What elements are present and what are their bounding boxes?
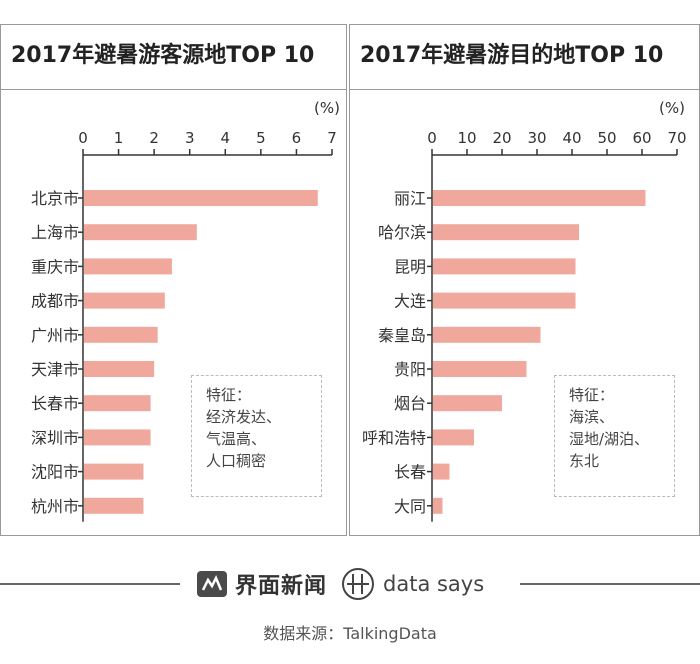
destination-note-line: 湿地/湖泊、	[569, 430, 650, 448]
category-label: 杭州市	[31, 497, 79, 516]
source-chart-panel: 2017年避暑游客源地TOP 10 (%) 0 1 2 3 4 5 6 7 北京市上海市重庆市成都…	[0, 24, 347, 536]
unit-label: (%)	[659, 99, 685, 117]
tick-label: 70	[667, 129, 686, 147]
category-label: 深圳市	[31, 428, 79, 447]
category-label: 北京市	[31, 189, 79, 208]
source-note-line: 气温高、	[206, 430, 267, 448]
category-label: 天津市	[31, 360, 79, 379]
datasays-name: data says	[383, 572, 485, 596]
destination-chart-panel: 2017年避暑游目的地TOP 10 (%) 0 10 20 30 40 50 60 70 丽江哈尔…	[349, 24, 700, 536]
category-label: 长春	[394, 463, 426, 482]
bar	[433, 190, 646, 206]
destination-chart: (%) 0 10 20 30 40 50 60 70 丽江哈尔滨昆明大连秦皇岛贵阳烟台呼和浩特长春…	[362, 99, 687, 522]
tick-label: 5	[256, 129, 266, 147]
bar	[433, 258, 576, 275]
category-label: 广州市	[31, 326, 79, 345]
source-note-line: 特征：	[206, 386, 252, 404]
bar	[84, 190, 318, 206]
tick-label: 0	[78, 129, 88, 147]
category-label: 沈阳市	[31, 463, 79, 482]
source-note-line: 经济发达、	[206, 408, 282, 426]
footer-divider-right	[520, 583, 700, 585]
bar	[433, 326, 541, 343]
data-source: 数据来源：TalkingData	[263, 624, 437, 643]
bar	[84, 326, 158, 343]
tick-label: 7	[327, 129, 337, 147]
unit-label: (%)	[314, 99, 340, 117]
destination-chart-title: 2017年避暑游目的地TOP 10	[350, 25, 699, 90]
category-label: 贵阳	[394, 360, 426, 379]
bar	[84, 292, 165, 309]
tick-label: 40	[562, 129, 581, 147]
bar	[84, 429, 151, 446]
bar	[84, 395, 151, 412]
category-label: 长春市	[31, 394, 79, 413]
bar	[84, 463, 144, 480]
brand-name: 界面新闻	[235, 574, 328, 599]
tick-label: 0	[427, 129, 437, 147]
category-label: 成都市	[31, 292, 79, 311]
tick-label: 50	[597, 129, 616, 147]
datasays-logo-icon	[342, 568, 375, 600]
bar	[84, 361, 155, 377]
destination-note-line: 东北	[569, 452, 600, 470]
tick-label: 60	[632, 129, 651, 147]
footer-divider-left	[0, 583, 180, 585]
bar	[84, 258, 172, 275]
source-note-line: 人口稠密	[206, 452, 267, 470]
bar	[433, 429, 474, 446]
category-label: 呼和浩特	[362, 428, 426, 447]
source-note-box: 特征： 经济发达、 气温高、 人口稠密	[191, 375, 322, 497]
brand-logo-icon	[197, 571, 227, 597]
tick-label: 10	[457, 129, 476, 147]
bar	[433, 463, 450, 480]
bar	[433, 224, 579, 241]
destination-note-line: 海滨、	[569, 408, 615, 426]
category-label: 丽江	[394, 189, 426, 208]
source-chart: (%) 0 1 2 3 4 5 6 7 北京市上海市重庆市成都市广州市天津市长春市深圳市沈阳市杭州…	[31, 99, 340, 522]
bar	[433, 361, 527, 377]
bar	[84, 224, 197, 241]
tick-label: 1	[114, 129, 124, 147]
category-label: 烟台	[394, 394, 426, 413]
bar	[433, 497, 443, 514]
tick-label: 6	[292, 129, 302, 147]
bar	[84, 497, 144, 514]
destination-note-box: 特征： 海滨、 湿地/湖泊、 东北	[554, 375, 675, 497]
tick-label: 30	[527, 129, 546, 147]
category-label: 大连	[394, 292, 426, 311]
category-label: 大同	[394, 497, 426, 516]
category-label: 昆明	[394, 257, 426, 276]
bar	[433, 292, 576, 309]
tick-label: 20	[492, 129, 511, 147]
tick-label: 2	[149, 129, 159, 147]
footer-brand: 界面新闻 data says	[196, 566, 484, 602]
category-label: 重庆市	[31, 257, 79, 276]
category-label: 哈尔滨	[378, 223, 426, 242]
category-label: 秦皇岛	[378, 326, 426, 345]
bar	[433, 395, 502, 412]
destination-note-line: 特征：	[569, 386, 615, 404]
tick-label: 4	[221, 129, 231, 147]
tick-label: 3	[185, 129, 195, 147]
source-chart-title: 2017年避暑游客源地TOP 10	[1, 25, 346, 90]
category-label: 上海市	[31, 223, 79, 242]
